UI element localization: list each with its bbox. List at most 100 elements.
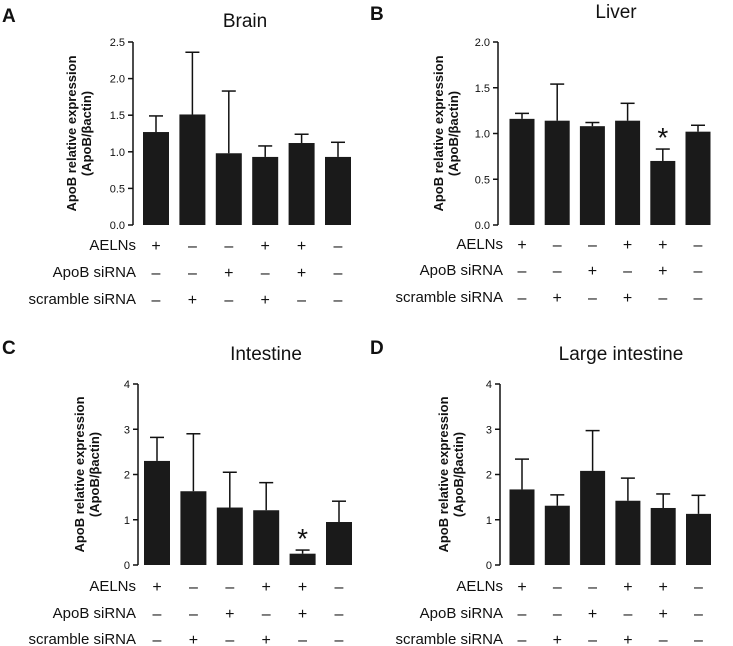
condition-symbol: + bbox=[262, 579, 271, 596]
bar bbox=[252, 156, 279, 225]
condition-row-label: ApoB siRNA bbox=[420, 605, 503, 622]
condition-symbol: – bbox=[335, 606, 344, 623]
condition-row-label: AELNs bbox=[89, 237, 136, 254]
condition-symbol: – bbox=[152, 292, 161, 309]
condition-symbol: + bbox=[517, 579, 526, 596]
condition-symbol: – bbox=[334, 238, 343, 255]
bar bbox=[143, 132, 169, 225]
y-axis-label-units: (ApoB/βactin) bbox=[446, 91, 461, 176]
y-axis-label-units: (ApoB/βactin) bbox=[451, 432, 466, 517]
condition-symbol: – bbox=[694, 606, 703, 623]
condition-symbol: + bbox=[588, 263, 597, 280]
condition-row-label: AELNs bbox=[89, 578, 136, 595]
condition-symbol: + bbox=[188, 292, 197, 309]
condition-symbol: – bbox=[694, 632, 703, 646]
y-tick-label: 0 bbox=[486, 560, 492, 572]
y-tick-label: 0.0 bbox=[110, 220, 125, 232]
condition-symbol: – bbox=[658, 290, 667, 307]
condition-row-label: ApoB siRNA bbox=[53, 605, 136, 622]
significance-marker: * bbox=[297, 523, 308, 554]
condition-symbol: – bbox=[335, 632, 344, 646]
bar bbox=[179, 114, 206, 225]
condition-symbol: – bbox=[588, 237, 597, 254]
bar bbox=[253, 510, 280, 565]
condition-symbol: – bbox=[189, 579, 198, 596]
bar bbox=[685, 131, 711, 225]
condition-symbol: – bbox=[588, 290, 597, 307]
condition-symbol: – bbox=[261, 265, 270, 282]
condition-symbol: + bbox=[658, 237, 667, 254]
condition-row-label: AELNs bbox=[456, 578, 503, 595]
condition-symbol: + bbox=[261, 238, 270, 255]
condition-symbol: – bbox=[188, 238, 197, 255]
condition-symbol: + bbox=[261, 292, 270, 309]
condition-symbol: + bbox=[297, 265, 306, 282]
condition-symbol: + bbox=[517, 237, 526, 254]
y-tick-label: 2.5 bbox=[110, 37, 125, 49]
condition-symbol: + bbox=[623, 290, 632, 307]
y-tick-label: 1.0 bbox=[110, 147, 125, 159]
condition-row-label: ApoB siRNA bbox=[53, 264, 136, 281]
condition-symbol: + bbox=[151, 238, 160, 255]
condition-symbol: + bbox=[623, 632, 632, 646]
bar bbox=[215, 153, 242, 225]
condition-symbol: – bbox=[335, 579, 344, 596]
y-tick-label: 1.5 bbox=[475, 83, 490, 95]
y-tick-label: 0.5 bbox=[110, 183, 125, 195]
condition-symbol: – bbox=[334, 265, 343, 282]
condition-symbol: – bbox=[153, 606, 162, 623]
condition-symbol: – bbox=[224, 292, 233, 309]
y-tick-label: 3 bbox=[124, 424, 130, 436]
condition-row-label: scramble siRNA bbox=[395, 289, 503, 306]
panel-c: C Intestine ApoB relative expression (ApoB/… bbox=[2, 338, 352, 646]
condition-symbol: + bbox=[225, 606, 234, 623]
y-tick-label: 2 bbox=[124, 470, 130, 482]
condition-symbol: – bbox=[553, 263, 562, 280]
panel-a: A Brain ApoB relative expression (ApoB/βact… bbox=[2, 6, 351, 309]
panel-b: B Liver ApoB relative expression (ApoB/βact… bbox=[370, 2, 711, 307]
condition-symbol: – bbox=[153, 632, 162, 646]
condition-symbol: – bbox=[518, 263, 527, 280]
bar bbox=[216, 507, 243, 565]
y-tick-label: 0.0 bbox=[475, 220, 490, 232]
condition-symbol: + bbox=[224, 265, 233, 282]
condition-symbol: – bbox=[553, 237, 562, 254]
bar bbox=[325, 156, 351, 225]
condition-symbol: – bbox=[262, 606, 271, 623]
y-tick-label: 0 bbox=[124, 560, 130, 572]
condition-symbol: – bbox=[694, 290, 703, 307]
chart-title: Liver bbox=[595, 2, 637, 23]
condition-symbol: – bbox=[225, 632, 234, 646]
y-tick-label: 1 bbox=[486, 515, 492, 527]
chart-title: Large intestine bbox=[559, 344, 684, 365]
condition-symbol: – bbox=[152, 265, 161, 282]
condition-symbol: + bbox=[553, 632, 562, 646]
bar bbox=[544, 120, 570, 225]
y-tick-label: 0.5 bbox=[475, 174, 490, 186]
condition-symbol: + bbox=[659, 579, 668, 596]
y-tick-label: 2.0 bbox=[110, 74, 125, 86]
bar bbox=[289, 553, 316, 565]
condition-symbol: + bbox=[298, 579, 307, 596]
y-tick-label: 1.5 bbox=[110, 110, 125, 122]
condition-symbol: + bbox=[297, 238, 306, 255]
condition-symbol: – bbox=[297, 292, 306, 309]
bar bbox=[288, 143, 315, 225]
condition-symbol: – bbox=[334, 292, 343, 309]
panel-d: D Large intestine ApoB relative expression… bbox=[370, 338, 711, 646]
condition-row-label: scramble siRNA bbox=[28, 631, 136, 646]
bar bbox=[579, 126, 605, 225]
condition-row-label: scramble siRNA bbox=[28, 291, 136, 308]
y-axis-label-units: (ApoB/βactin) bbox=[79, 91, 94, 176]
condition-symbol: – bbox=[553, 579, 562, 596]
condition-symbol: – bbox=[189, 606, 198, 623]
condition-symbol: – bbox=[694, 579, 703, 596]
chart-title: Brain bbox=[223, 11, 267, 32]
panel-letter: B bbox=[370, 4, 384, 25]
condition-symbol: – bbox=[225, 579, 234, 596]
condition-symbol: + bbox=[553, 290, 562, 307]
bar bbox=[180, 491, 207, 565]
condition-row-label: AELNs bbox=[456, 236, 503, 253]
condition-symbol: – bbox=[623, 606, 632, 623]
bar bbox=[144, 460, 170, 565]
